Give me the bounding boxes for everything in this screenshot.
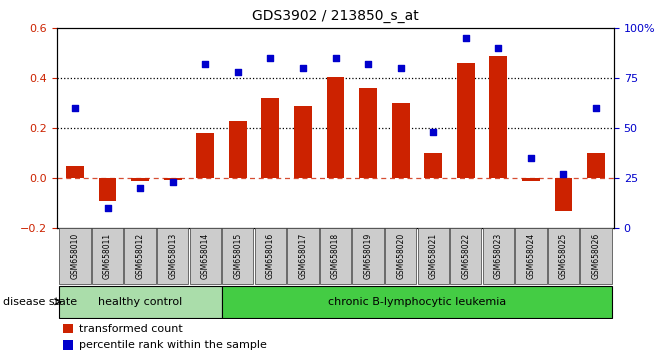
Point xyxy=(232,69,243,75)
Bar xyxy=(99,178,117,201)
Point xyxy=(493,46,504,51)
Text: GSM658022: GSM658022 xyxy=(461,233,470,279)
Point xyxy=(395,65,406,71)
Bar xyxy=(66,166,84,178)
Bar xyxy=(92,228,123,284)
Bar xyxy=(352,228,384,284)
Bar xyxy=(62,324,72,333)
Bar xyxy=(450,228,481,284)
Point xyxy=(428,130,439,135)
Bar xyxy=(255,228,286,284)
Point xyxy=(135,185,146,191)
Point xyxy=(525,155,536,161)
Point xyxy=(265,56,276,61)
Bar xyxy=(131,178,149,181)
Text: healthy control: healthy control xyxy=(98,297,183,307)
Bar xyxy=(164,178,182,179)
Bar xyxy=(124,228,156,284)
Bar xyxy=(515,228,547,284)
Bar xyxy=(580,228,612,284)
Bar xyxy=(221,286,613,318)
Bar xyxy=(58,286,221,318)
Text: GSM658018: GSM658018 xyxy=(331,233,340,279)
Text: transformed count: transformed count xyxy=(79,324,183,333)
Bar xyxy=(190,228,221,284)
Text: GSM658017: GSM658017 xyxy=(299,233,307,279)
Bar xyxy=(392,103,409,178)
Point xyxy=(70,105,81,111)
Bar xyxy=(548,228,579,284)
Text: GSM658019: GSM658019 xyxy=(364,233,372,279)
Text: GSM658023: GSM658023 xyxy=(494,233,503,279)
Point xyxy=(167,179,178,185)
Text: GSM658013: GSM658013 xyxy=(168,233,177,279)
Text: GSM658010: GSM658010 xyxy=(70,233,79,279)
Bar xyxy=(59,228,91,284)
Bar xyxy=(385,228,416,284)
Bar xyxy=(294,106,312,178)
Text: disease state: disease state xyxy=(3,297,77,307)
Bar xyxy=(457,63,475,178)
Point xyxy=(590,105,601,111)
Point xyxy=(297,65,308,71)
Bar xyxy=(157,228,189,284)
Text: GSM658021: GSM658021 xyxy=(429,233,437,279)
Point xyxy=(102,205,113,211)
Bar xyxy=(489,56,507,178)
Bar xyxy=(320,228,351,284)
Bar xyxy=(262,98,279,178)
Bar xyxy=(522,178,540,181)
Bar xyxy=(287,228,319,284)
Text: percentile rank within the sample: percentile rank within the sample xyxy=(79,340,267,350)
Text: GSM658026: GSM658026 xyxy=(592,233,601,279)
Text: chronic B-lymphocytic leukemia: chronic B-lymphocytic leukemia xyxy=(328,297,506,307)
Bar xyxy=(197,133,214,178)
Point xyxy=(330,56,341,61)
Bar xyxy=(587,153,605,178)
Point xyxy=(363,62,374,67)
Text: GSM658025: GSM658025 xyxy=(559,233,568,279)
Bar xyxy=(62,340,72,350)
Point xyxy=(558,171,569,177)
Bar xyxy=(327,77,344,178)
Bar xyxy=(417,228,449,284)
Bar xyxy=(554,178,572,211)
Bar xyxy=(359,88,377,178)
Bar xyxy=(222,228,254,284)
Text: GSM658014: GSM658014 xyxy=(201,233,210,279)
Bar xyxy=(229,121,247,178)
Text: GSM658011: GSM658011 xyxy=(103,233,112,279)
Text: GDS3902 / 213850_s_at: GDS3902 / 213850_s_at xyxy=(252,9,419,23)
Point xyxy=(200,62,211,67)
Point xyxy=(460,35,471,41)
Bar xyxy=(424,153,442,178)
Text: GSM658016: GSM658016 xyxy=(266,233,275,279)
Text: GSM658012: GSM658012 xyxy=(136,233,144,279)
Bar xyxy=(482,228,514,284)
Text: GSM658015: GSM658015 xyxy=(234,233,242,279)
Text: GSM658020: GSM658020 xyxy=(396,233,405,279)
Text: GSM658024: GSM658024 xyxy=(527,233,535,279)
